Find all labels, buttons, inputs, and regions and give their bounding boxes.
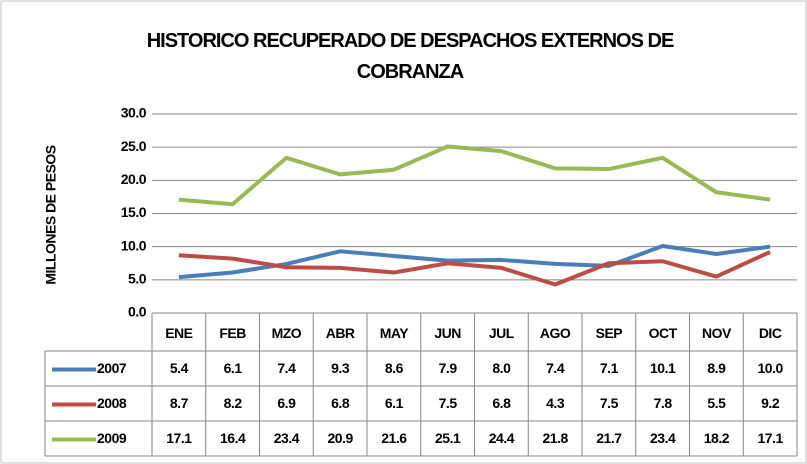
legend-label: 2007 <box>97 360 127 376</box>
chart-title: HISTORICO RECUPERADO DE DESPACHOS EXTERN… <box>146 30 675 83</box>
table-value: 23.4 <box>650 430 676 446</box>
x-tick-label: MZO <box>272 325 302 341</box>
table-value: 24.4 <box>489 430 515 446</box>
table-value: 7.4 <box>546 360 565 376</box>
table-value: 7.9 <box>439 360 458 376</box>
y-tick-label: 10.0 <box>121 237 147 253</box>
table-value: 6.1 <box>385 395 404 411</box>
table-value: 10.0 <box>758 360 784 376</box>
x-tick-label: SEP <box>596 325 623 341</box>
series-line <box>178 244 771 280</box>
x-tick-label: MAY <box>380 325 409 341</box>
series-line <box>178 144 771 207</box>
table-value: 8.7 <box>170 395 189 411</box>
x-tick-label: DIC <box>759 325 782 341</box>
x-tick-label: JUL <box>489 325 515 341</box>
x-tick-label: ENE <box>165 325 192 341</box>
table-value: 25.1 <box>435 430 461 446</box>
table-value: 9.3 <box>331 360 350 376</box>
table-value: 8.2 <box>224 395 243 411</box>
table-value: 7.5 <box>439 395 458 411</box>
table-value: 6.1 <box>224 360 243 376</box>
x-tick-label: NOV <box>702 325 732 341</box>
table-value: 7.1 <box>600 360 619 376</box>
table-value: 10.1 <box>650 360 676 376</box>
y-tick-label: 15.0 <box>121 204 147 220</box>
x-tick-label: JUN <box>434 325 461 341</box>
table-value: 7.8 <box>654 395 673 411</box>
table-value: 7.5 <box>600 395 619 411</box>
table-value: 7.4 <box>277 360 296 376</box>
table-value: 16.4 <box>220 430 246 446</box>
table-value: 5.5 <box>707 395 726 411</box>
table-value: 17.1 <box>166 430 192 446</box>
table-value: 20.9 <box>328 430 354 446</box>
x-tick-label: OCT <box>649 325 678 341</box>
y-axis-title: MILLONES DE PESOS <box>43 145 59 284</box>
table-value: 6.9 <box>277 395 296 411</box>
x-tick-label: AGO <box>540 325 571 341</box>
y-tick-label: 5.0 <box>128 271 147 287</box>
y-tick-label: 20.0 <box>121 171 147 187</box>
legend-label: 2008 <box>97 395 127 411</box>
legend-label: 2009 <box>97 430 127 446</box>
x-tick-label: FEB <box>219 325 246 341</box>
table-value: 23.4 <box>274 430 300 446</box>
table-value: 21.7 <box>596 430 622 446</box>
table-value: 21.6 <box>381 430 407 446</box>
table-value: 6.8 <box>492 395 511 411</box>
y-tick-label: 30.0 <box>121 105 147 121</box>
table-value: 8.6 <box>385 360 404 376</box>
table-value: 5.4 <box>170 360 189 376</box>
table-value: 21.8 <box>543 430 569 446</box>
table-value: 18.2 <box>704 430 730 446</box>
table-value: 6.8 <box>331 395 350 411</box>
table-value: 8.9 <box>707 360 726 376</box>
table-value: 9.2 <box>761 395 780 411</box>
table-value: 17.1 <box>758 430 784 446</box>
x-tick-label: ABR <box>326 325 355 341</box>
table-value: 4.3 <box>546 395 565 411</box>
y-tick-label: 0.0 <box>128 304 147 320</box>
table-value: 8.0 <box>492 360 511 376</box>
series-line <box>178 250 771 287</box>
y-tick-label: 25.0 <box>121 138 147 154</box>
